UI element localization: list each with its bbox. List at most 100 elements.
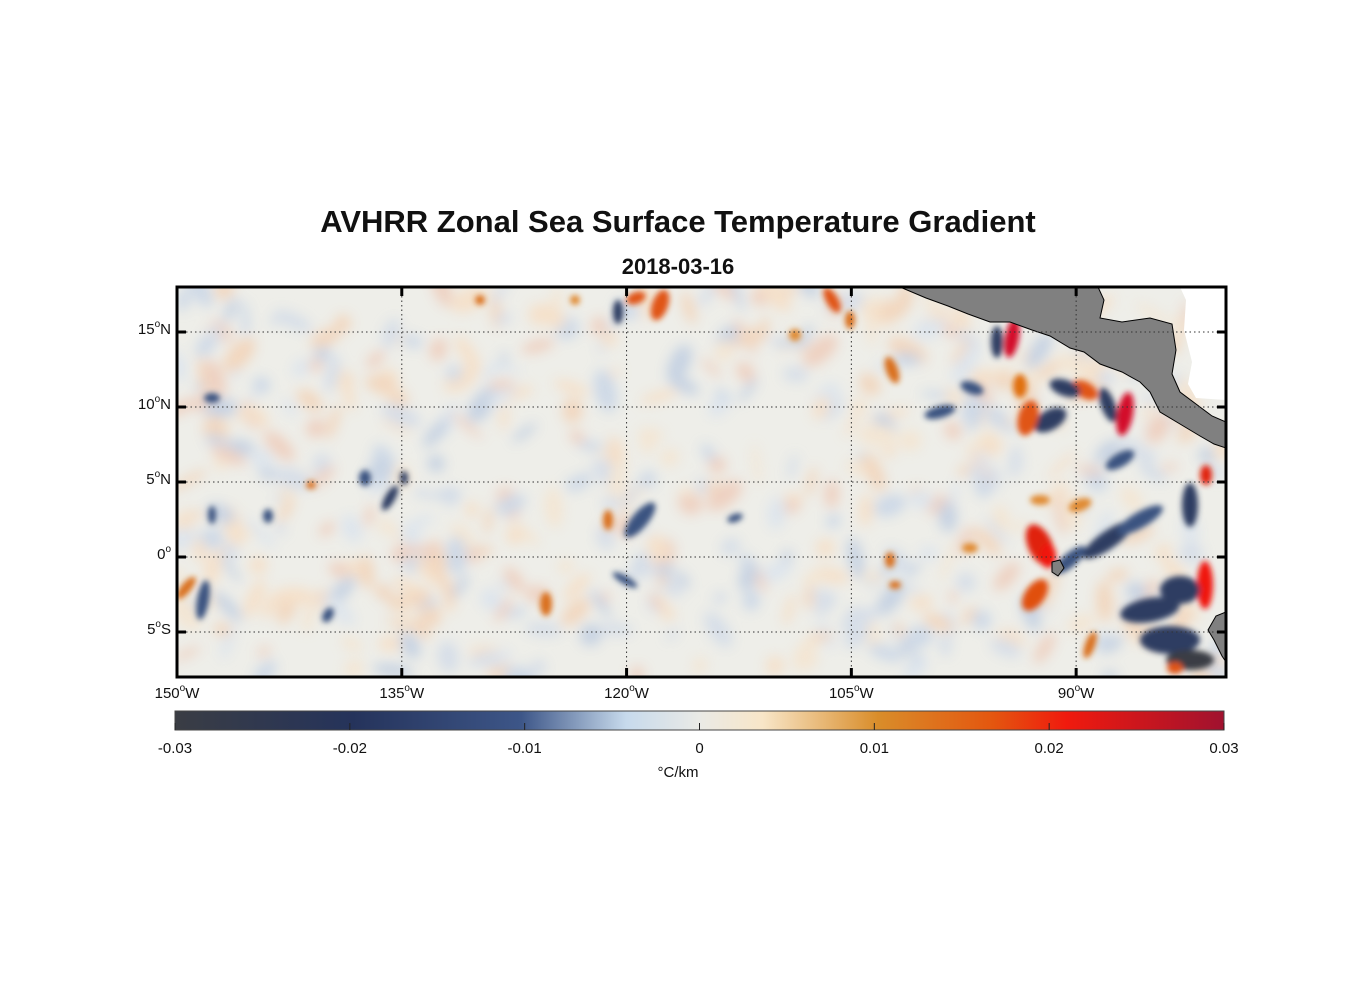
field-blob (579, 623, 602, 646)
field-blob (324, 354, 341, 393)
field-blob (589, 589, 612, 618)
field-blob (500, 351, 508, 365)
field-blob (940, 542, 955, 583)
field-blob (214, 287, 235, 300)
field-blob (1010, 521, 1030, 532)
field-blob (876, 581, 906, 616)
field-blob (334, 314, 351, 333)
field-blob (577, 440, 604, 451)
field-blob (608, 463, 625, 499)
field-blob (894, 352, 922, 365)
field-blob (203, 554, 221, 586)
field-blob (281, 399, 298, 416)
field-blob (450, 412, 483, 439)
field-feature (885, 552, 895, 568)
field-blob (569, 430, 585, 444)
lat-tick-label: 10oN (137, 394, 171, 414)
field-blob (326, 404, 341, 440)
field-blob (278, 497, 294, 523)
field-blob (752, 443, 761, 486)
field-blob (632, 551, 648, 571)
field-blob (563, 573, 591, 601)
field-blob (505, 606, 528, 619)
field-blob (995, 631, 1027, 646)
field-blob (951, 338, 970, 365)
field-blob (638, 428, 664, 441)
field-blob (710, 287, 741, 302)
field-blob (1008, 444, 1022, 479)
field-blob (980, 405, 1018, 433)
field-blob (1041, 575, 1056, 610)
field-feature (1033, 407, 1067, 433)
field-feature (1004, 318, 1020, 358)
field-blob (681, 291, 697, 324)
field-feature (208, 506, 216, 524)
field-blob (364, 504, 375, 527)
field-blob (576, 472, 592, 487)
field-blob (366, 460, 391, 477)
field-blob (220, 558, 242, 583)
field-blob (1047, 450, 1077, 479)
field-blob (809, 632, 834, 642)
field-blob (904, 625, 934, 648)
field-blob (989, 638, 1021, 658)
field-blob (597, 622, 634, 636)
field-blob (815, 538, 835, 558)
field-blob (920, 390, 950, 400)
field-blob (738, 561, 758, 591)
field-blob (666, 628, 679, 641)
field-blob (979, 434, 1003, 457)
field-feature (1116, 392, 1134, 436)
field-blob (414, 559, 440, 586)
field-blob (487, 649, 512, 669)
field-blob (393, 577, 420, 595)
colorbar-tick-label: 0.01 (859, 740, 889, 757)
field-blob (781, 549, 793, 563)
field-blob (323, 595, 355, 626)
field-blob (310, 465, 336, 489)
field-feature (1182, 483, 1198, 527)
lat-tick-label: 15oN (137, 319, 171, 339)
field-feature (359, 470, 371, 486)
field-blob (660, 448, 679, 467)
field-blob (715, 387, 730, 403)
field-feature (884, 356, 900, 384)
field-blob (638, 287, 654, 321)
field-blob (1136, 303, 1169, 324)
field-blob (714, 339, 733, 362)
field-blob (1096, 580, 1113, 623)
field-blob (263, 430, 295, 462)
field-blob (204, 398, 238, 418)
field-blob (826, 513, 841, 529)
field-blob (485, 362, 523, 373)
field-blob (859, 373, 881, 396)
field-blob (844, 403, 864, 438)
field-blob (961, 606, 977, 626)
field-feature (1013, 374, 1027, 398)
field-blob (544, 487, 563, 529)
field-blob (629, 666, 645, 677)
field-feature (624, 502, 656, 538)
field-blob (1140, 466, 1167, 482)
field-blob (223, 337, 256, 373)
field-blob (692, 657, 707, 674)
field-blob (422, 419, 448, 448)
field-blob (857, 424, 898, 447)
field-blob (965, 416, 983, 432)
field-feature (1200, 465, 1212, 485)
field-blob (861, 305, 894, 327)
field-blob (427, 454, 445, 473)
field-blob (921, 294, 940, 311)
field-blob (177, 469, 208, 492)
field-blob (310, 327, 342, 349)
field-blob (357, 555, 375, 589)
field-feature (204, 393, 220, 403)
field-feature (1140, 626, 1200, 654)
field-blob (497, 580, 510, 590)
field-blob (449, 575, 470, 601)
field-feature (1117, 505, 1163, 535)
land-south-america (1207, 611, 1226, 663)
field-blob (223, 297, 239, 323)
field-blob (712, 591, 728, 605)
